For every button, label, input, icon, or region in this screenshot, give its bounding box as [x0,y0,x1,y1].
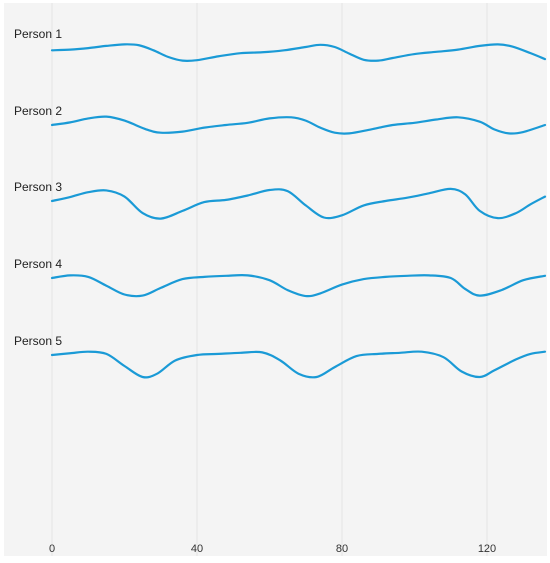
series-line-person-1 [50,43,547,63]
tick-layer: 0 40 80 120 [49,543,496,555]
x-tick-label-2: 80 [336,543,348,555]
series-line-person-4 [50,273,547,298]
series-label-person-1: Person 1 [14,27,62,41]
series-label-person-2: Person 2 [14,104,62,118]
series-line-person-2 [50,115,547,135]
series-line-person-3 [50,187,547,220]
series-label-person-5: Person 5 [14,334,62,348]
x-tick-label-0: 0 [49,543,55,555]
label-layer: Person 1 Person 2 Person 3 Person 4 Person 5 [14,27,62,348]
plot-background [4,3,547,556]
grid-layer [51,3,488,556]
x-tick-label-3: 120 [478,543,496,555]
series-label-person-3: Person 3 [14,180,62,194]
series-line-person-5 [50,350,547,379]
x-tick-label-1: 40 [191,543,203,555]
series-layer [50,43,547,379]
series-label-person-4: Person 4 [14,257,62,271]
